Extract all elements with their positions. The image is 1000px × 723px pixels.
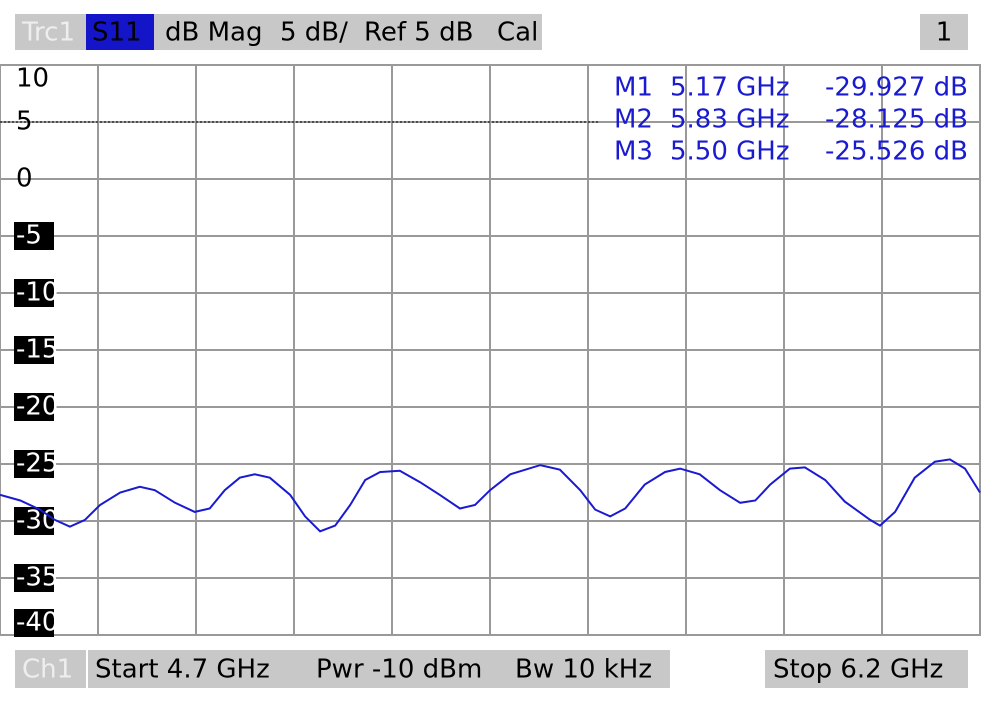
marker-frequency: 5.83 GHz [670,105,790,135]
y-tick-label: -25 [16,449,58,479]
power: Pwr -10 dBm [316,655,482,685]
y-tick-label: 5 [16,107,33,137]
y-tick-label: -35 [16,563,58,593]
y-tick-box [14,450,54,478]
y-tick-label: -15 [16,335,58,365]
footer-bar-right [765,650,968,688]
parameter: S11 [92,18,142,48]
y-tick-label: 10 [16,64,49,94]
y-tick-box [14,507,54,535]
trace-label: Trc1 [21,18,75,48]
marker-name: M3 [614,137,653,167]
separator [86,650,88,688]
y-tick-label: -20 [16,392,58,422]
calibration: Cal [497,18,538,48]
y-tick-label: -40 [16,608,58,638]
marker-value: -29.927 dB [825,73,968,103]
bandwidth: Bw 10 kHz [515,655,652,685]
window-box [920,14,968,50]
marker-name: M1 [614,73,653,103]
y-tick-label: 0 [16,164,33,194]
y-tick-box [14,336,54,364]
y-tick-label: -5 [16,221,42,251]
reference: Ref 5 dB [364,18,473,48]
marker-frequency: 5.17 GHz [670,73,790,103]
format: dB Mag [165,18,262,48]
marker-name: M2 [614,105,653,135]
y-tick-label: -30 [16,506,58,536]
y-tick-label: -10 [16,278,58,308]
marker-value: -25.526 dB [825,137,968,167]
start: Start 4.7 GHz [95,655,270,685]
y-tick-box [14,609,54,637]
marker-frequency: 5.50 GHz [670,137,790,167]
plot: 10 5 0 -5 -10 -15 -20 -25 -30 -35 -40 M1 5.17 GHz -29… [0,64,981,638]
y-tick-box [14,393,54,421]
marker-value: -28.125 dB [825,105,968,135]
y-tick-box [14,222,54,250]
footer-bar [15,650,670,688]
parameter-box [86,14,154,50]
stop: Stop 6.2 GHz [773,655,943,685]
y-tick-box [14,279,54,307]
scale: 5 dB/ [280,18,348,48]
window-number: 1 [936,18,953,48]
trace [0,458,981,533]
channel: Ch1 [22,655,73,685]
y-tick-box [14,564,54,592]
